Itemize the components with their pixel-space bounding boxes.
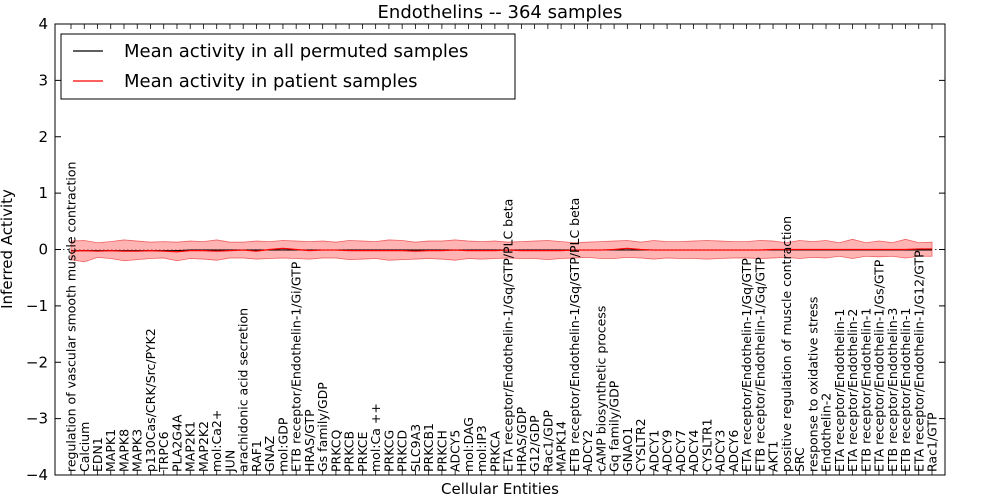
x-tick-label: ETA receptor/Endothelin-1/Gs/GTP [872, 259, 887, 472]
x-tick-label: mol:DAG [461, 417, 476, 472]
x-tick-label: G12/GDP [527, 415, 542, 472]
x-tick-label: GNAO1 [620, 427, 635, 472]
x-tick-label: HRAS/GTP [302, 409, 317, 472]
x-tick-label: ADCY3 [713, 430, 728, 472]
x-tick-label: MAPK8 [116, 429, 131, 472]
x-tick-label: Rac1/GDP [540, 410, 555, 472]
x-tick-label: ETB receptor/Endothelin-1/Gi/GTP [289, 261, 304, 472]
x-tick-label: PRKCQ [328, 430, 343, 472]
x-tick-label: ADCY1 [646, 430, 661, 472]
x-tick-label: Gs family/GDP [315, 382, 330, 472]
x-tick-label: mol:Ca ++ [368, 403, 383, 472]
x-tick-label: JUN [222, 450, 237, 473]
x-tick-label: PRKCB [342, 431, 357, 472]
legend-label-permuted: Mean activity in all permuted samples [124, 41, 468, 62]
x-tick-label: PRKCH [434, 430, 449, 472]
x-tick-label: p130Cas/CRK/Src/PYK2 [143, 328, 158, 472]
x-tick-label: CYSLTR2 [633, 418, 648, 472]
x-tick-label: Gq family/GDP [607, 380, 622, 472]
x-tick-label: mol:IP3 [474, 425, 489, 472]
y-tick-label: −1 [26, 297, 48, 315]
x-tick-label: ETA receptor/Endothelin-2 [845, 309, 860, 472]
patient-mean-line [70, 247, 932, 253]
y-tick-label: 1 [38, 184, 48, 202]
x-tick-label: TRPC6 [156, 431, 171, 473]
x-tick-label: CYSLTR1 [699, 418, 714, 472]
x-tick-label: ETB receptor/Endothelin-1/Gq/GTP [752, 257, 767, 472]
x-tick-label: PRKCE [355, 432, 370, 472]
x-tick-label: Calcium [77, 422, 92, 472]
x-tick-label: EDN1 [90, 437, 105, 472]
x-tick-label: ETA receptor/Endothelin-1 [832, 309, 847, 472]
x-tick-label: ETB receptor/Endothelin-1 [898, 308, 913, 472]
x-tick-label: MAPK14 [554, 421, 569, 472]
legend: Mean activity in all permuted samples Mea… [60, 33, 516, 100]
y-tick-label: −2 [26, 353, 48, 371]
y-tick-label: 2 [38, 128, 48, 146]
x-tick-label: ETB receptor/Endothelin-1/Gq/GTP/PLC bet… [567, 198, 582, 472]
x-tick-label: arachidonic acid secretion [236, 308, 251, 472]
y-tick-label: 0 [38, 241, 48, 259]
x-tick-label: MAP2K2 [196, 421, 211, 472]
x-tick-label: GNAZ [262, 436, 277, 472]
x-tick-label: MAP2K1 [183, 421, 198, 472]
x-tick-label: mol:Ca2+ [209, 410, 224, 472]
x-tick-label: regulation of vascular smooth muscle con… [64, 162, 79, 472]
x-tick-label: AKT1 [766, 441, 781, 472]
x-tick-label: ADCY5 [448, 430, 463, 472]
x-tick-label: ETA receptor/Endothelin-1/Gq/GTP/PLC bet… [501, 199, 516, 472]
x-tick-label: SRC [792, 447, 807, 472]
x-tick-label: cAMP biosynthetic process [593, 306, 608, 472]
legend-label-patient: Mean activity in patient samples [124, 71, 418, 92]
x-tick-label: PRKCA [487, 431, 502, 472]
y-axis-label: Inferred Activity [0, 189, 16, 309]
x-axis-label: Cellular Entities [441, 480, 559, 498]
chart-title: Endothelins -- 364 samples [378, 2, 623, 23]
x-tick-label: response to oxidative stress [805, 297, 820, 472]
x-tick-label: RAF1 [249, 440, 264, 472]
x-tick-label: ETB receptor/Endothelin-3 [885, 308, 900, 472]
x-tick-label: ADCY6 [726, 430, 741, 472]
y-tick-label: 3 [38, 71, 48, 89]
x-tick-label: ADCY7 [673, 430, 688, 472]
x-tick-label: Endothelin-2 [819, 393, 834, 472]
x-tick-label: ADCY9 [660, 430, 675, 472]
x-tick-label: PRKCD [395, 430, 410, 472]
x-tick-label: SLC9A3 [408, 424, 423, 472]
y-tick-label: −3 [26, 410, 48, 428]
x-tick-label: PRKCG [381, 430, 396, 472]
y-tick-label: −4 [26, 466, 48, 484]
x-tick-label: ADCY4 [686, 430, 701, 472]
x-tick-label: PLA2G4A [169, 414, 184, 472]
x-tick-label: MAPK3 [130, 429, 145, 472]
x-tick-label: ETB receptor/Endothelin-1 [858, 308, 873, 472]
x-tick-label: ADCY2 [580, 430, 595, 472]
x-tick-label: ETA receptor/Endothelin-1/G12/GTP [911, 250, 926, 472]
legend-box [60, 33, 516, 100]
x-tick-label: MAPK1 [103, 429, 118, 472]
x-tick-label: mol:GDP [275, 417, 290, 472]
y-tick-label: 4 [38, 15, 48, 33]
x-tick-label: PRKCB1 [421, 423, 436, 472]
x-tick-label: Rac1/GTP [925, 412, 940, 472]
x-tick-label: positive regulation of muscle contractio… [779, 216, 794, 472]
x-tick-label: ETA receptor/Endothelin-1/Gq/GTP [739, 258, 754, 472]
x-tick-label: HRAS/GDP [514, 406, 529, 472]
